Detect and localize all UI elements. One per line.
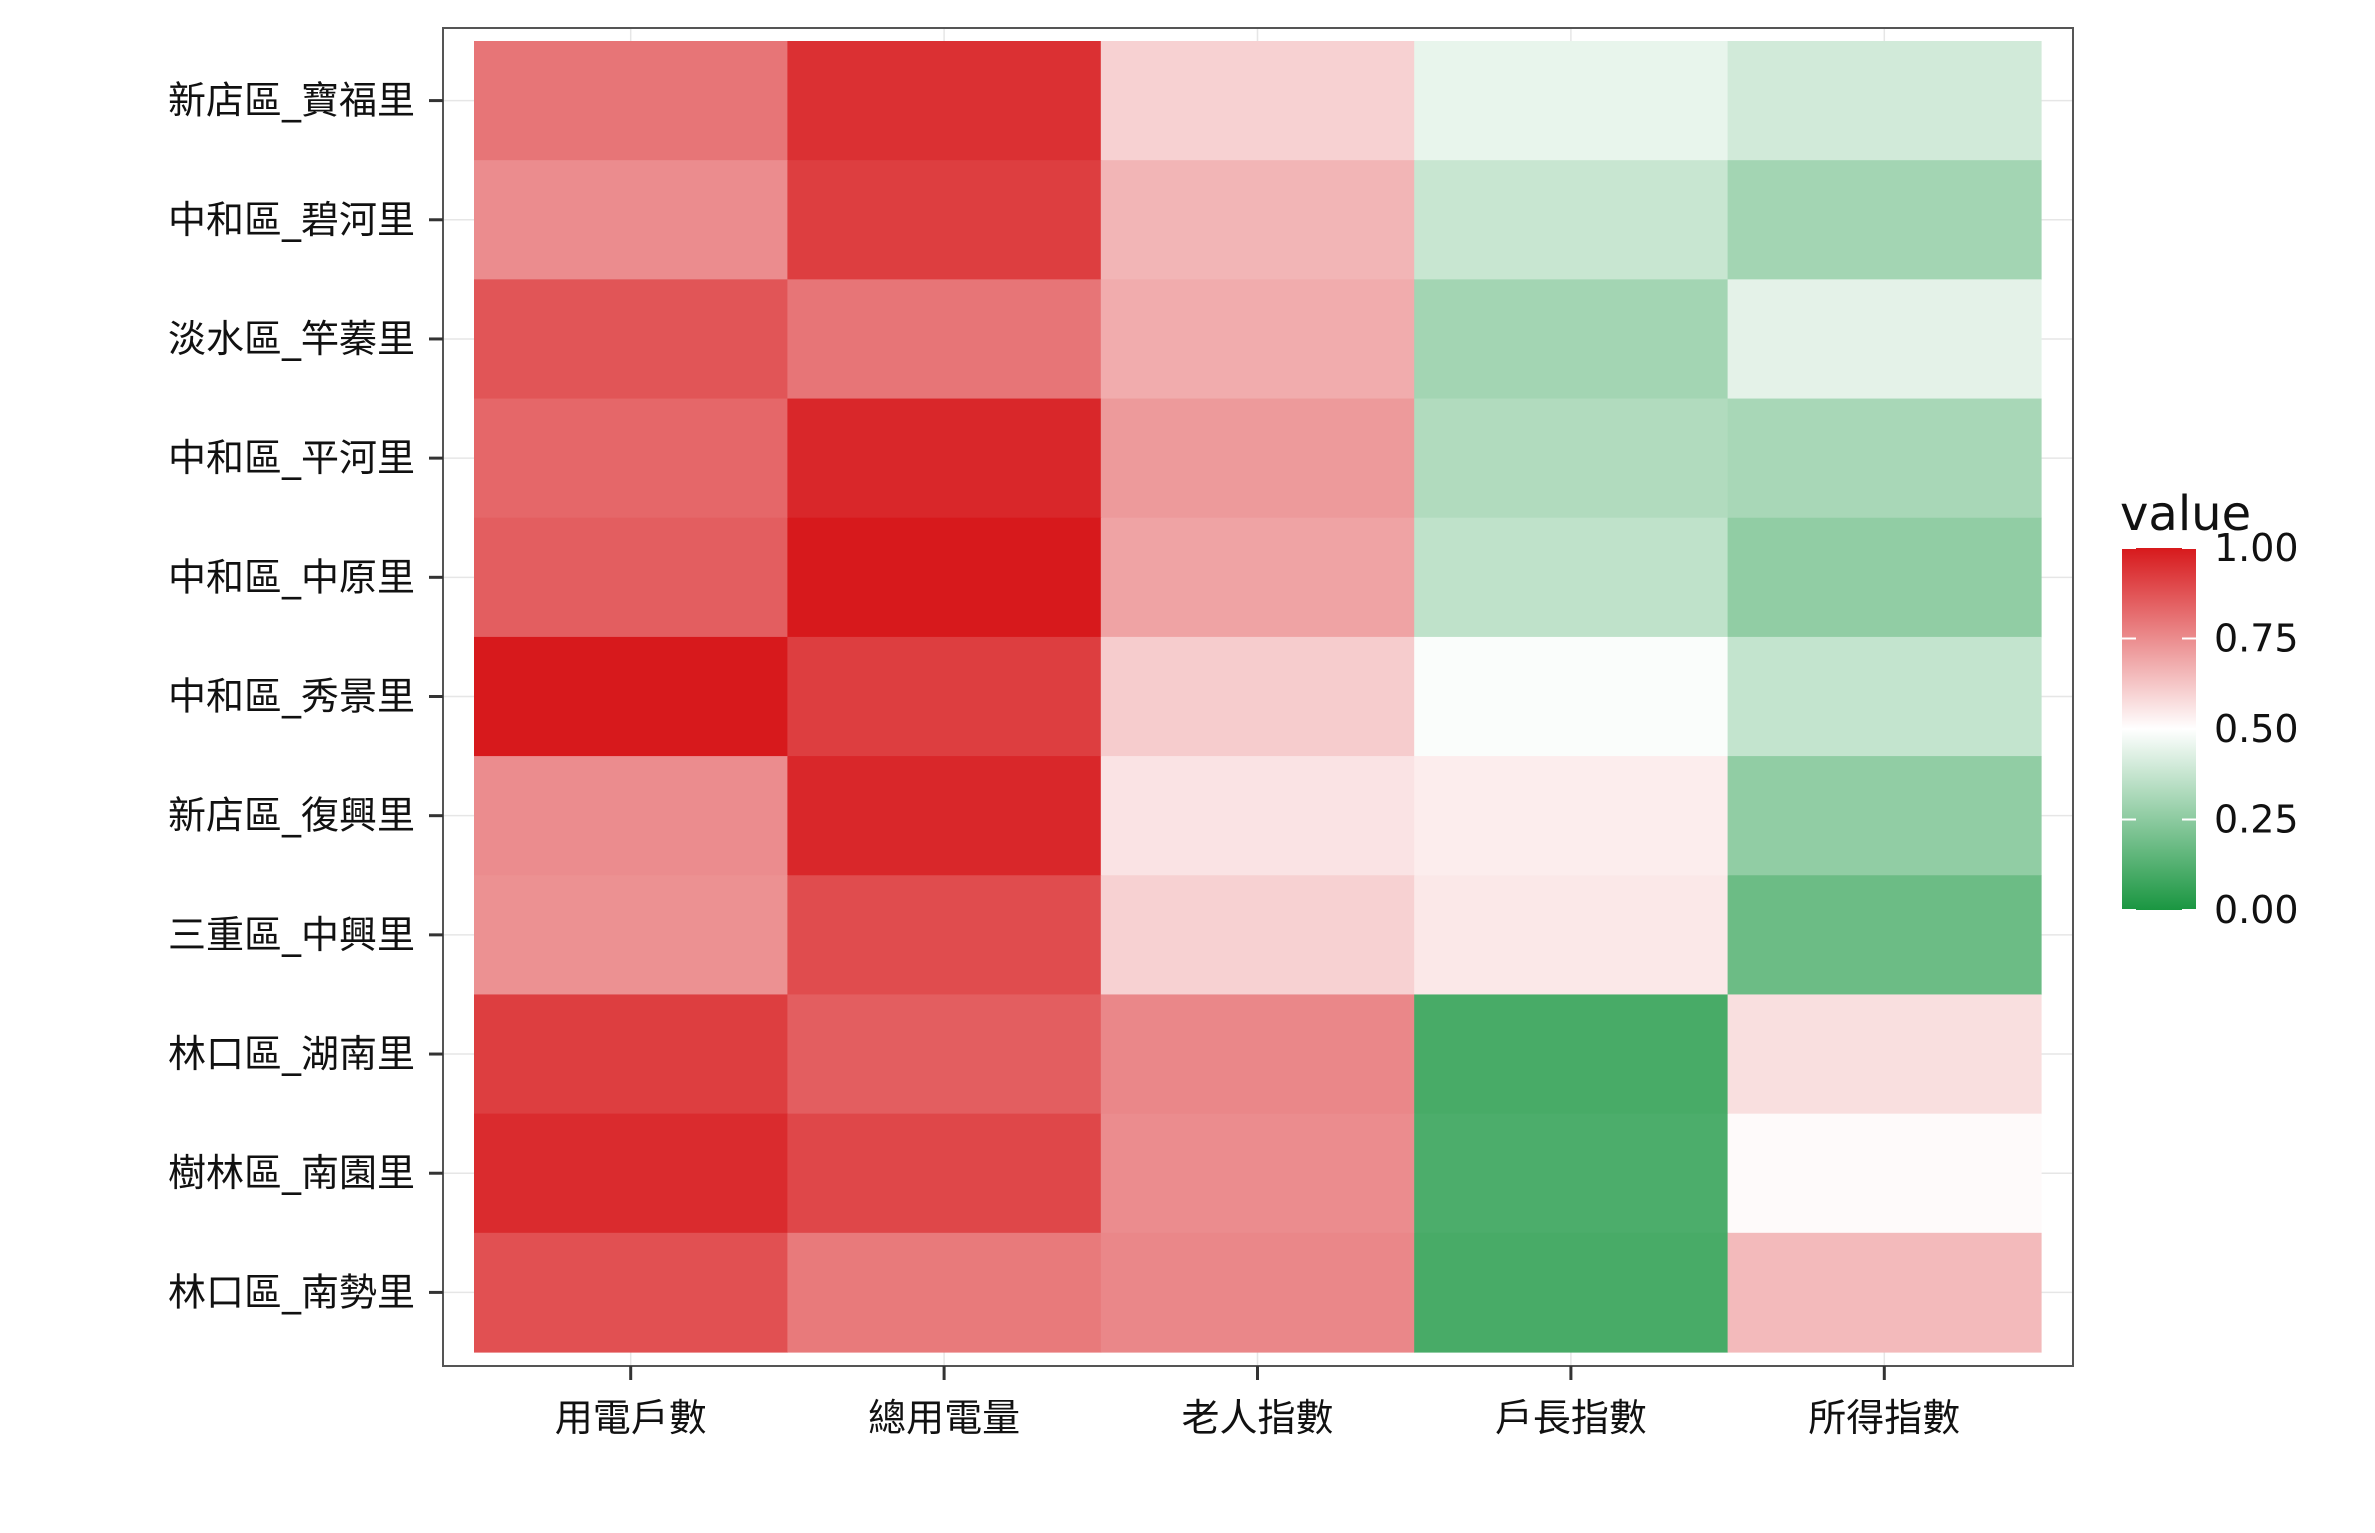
heatmap-cell xyxy=(787,517,1102,638)
heatmap-cell xyxy=(474,994,788,1115)
y-tick-label: 中和區_平河里 xyxy=(168,436,415,480)
heatmap-cell xyxy=(474,517,788,638)
legend-break-label: 0.00 xyxy=(2214,888,2299,932)
heatmap-cell xyxy=(474,756,788,876)
y-tick-label: 中和區_碧河里 xyxy=(168,198,415,242)
heatmap-cell xyxy=(1727,279,2042,400)
heatmap-cell xyxy=(787,756,1102,876)
x-axis: 用電戶數 總用電量 老人指數 戶長指數 所得指數 xyxy=(555,1366,1960,1440)
heatmap-cell xyxy=(474,41,788,161)
x-tick-label: 戶長指數 xyxy=(1495,1396,1647,1440)
y-axis: 新店區_寶福里中和區_碧河里淡水區_竿蓁里中和區_平河里中和區_中原里中和區_秀… xyxy=(168,79,443,1314)
legend-break-label: 0.50 xyxy=(2214,707,2299,751)
heatmap-cell xyxy=(787,160,1102,280)
heatmap-cell xyxy=(1100,41,1415,161)
heatmap-cell xyxy=(1727,398,2042,519)
heatmap-cell xyxy=(1727,1232,2042,1353)
heatmap-cell xyxy=(1100,1113,1415,1234)
heatmap-cell xyxy=(1100,994,1415,1115)
heatmap-cell xyxy=(1100,279,1415,400)
heatmap-cell xyxy=(1727,1113,2042,1234)
y-tick-label: 林口區_湖南里 xyxy=(168,1032,415,1076)
heatmap-cell xyxy=(1100,1232,1415,1353)
heatmap-cells xyxy=(474,41,2042,1353)
legend-break-label: 1.00 xyxy=(2214,526,2299,570)
x-tick-label: 所得指數 xyxy=(1808,1396,1960,1440)
heatmap-cell xyxy=(787,875,1102,996)
y-tick-label: 林口區_南勢里 xyxy=(168,1270,415,1314)
heatmap-cell xyxy=(1414,1232,1729,1353)
legend-title: value xyxy=(2120,486,2251,542)
heatmap-cell xyxy=(1727,41,2042,161)
heatmap-cell xyxy=(787,41,1102,161)
heatmap-cell xyxy=(787,1113,1102,1234)
heatmap-cell xyxy=(787,279,1102,400)
heatmap-cell xyxy=(1100,160,1415,280)
heatmap-cell xyxy=(1100,636,1415,757)
heatmap-cell xyxy=(474,875,788,996)
y-tick-label: 中和區_中原里 xyxy=(168,555,415,599)
heatmap-cell xyxy=(1100,517,1415,638)
heatmap-cell xyxy=(1414,279,1729,400)
y-tick-label: 三重區_中興里 xyxy=(168,913,415,957)
y-tick-label: 樹林區_南園里 xyxy=(168,1151,415,1195)
x-tick-label: 用電戶數 xyxy=(555,1396,707,1440)
heatmap-cell xyxy=(474,1113,788,1234)
heatmap-cell xyxy=(1414,160,1729,280)
heatmap-cell xyxy=(787,994,1102,1115)
heatmap-cell xyxy=(474,636,788,757)
heatmap-cell xyxy=(1727,636,2042,757)
legend-break-label: 0.25 xyxy=(2214,798,2299,842)
heatmap-cell xyxy=(474,160,788,280)
heatmap-cell xyxy=(1727,160,2042,280)
heatmap-cell xyxy=(474,1232,788,1353)
heatmap-cell xyxy=(1414,994,1729,1115)
heatmap-cell xyxy=(1414,1113,1729,1234)
x-tick-label: 老人指數 xyxy=(1181,1396,1333,1440)
y-tick-label: 淡水區_竿蓁里 xyxy=(168,317,415,361)
heatmap-cell xyxy=(1727,756,2042,876)
x-tick-label: 總用電量 xyxy=(868,1396,1020,1440)
heatmap-cell xyxy=(1414,398,1729,519)
heatmap-cell xyxy=(474,398,788,519)
legend: value 0.00 0.25 0.50 0.75 1.00 xyxy=(2120,486,2299,932)
heatmap-cell xyxy=(787,636,1102,757)
heatmap-cell xyxy=(787,1232,1102,1353)
legend-ticks: 0.00 0.25 0.50 0.75 1.00 xyxy=(2122,526,2299,932)
heatmap-cell xyxy=(1727,517,2042,638)
heatmap-cell xyxy=(474,279,788,400)
y-tick-label: 中和區_秀景里 xyxy=(168,675,415,719)
heatmap-cell xyxy=(1414,517,1729,638)
heatmap-cell xyxy=(1727,994,2042,1115)
heatmap-cell xyxy=(1414,875,1729,996)
heatmap-cell xyxy=(1727,875,2042,996)
heatmap-cell xyxy=(1414,636,1729,757)
heatmap-cell xyxy=(1100,756,1415,876)
heatmap-cell xyxy=(1100,875,1415,996)
heatmap-cell xyxy=(1414,41,1729,161)
y-tick-label: 新店區_寶福里 xyxy=(168,79,415,123)
heatmap-cell xyxy=(1100,398,1415,519)
heatmap-cell xyxy=(1414,756,1729,876)
heatmap-cell xyxy=(787,398,1102,519)
legend-break-label: 0.75 xyxy=(2214,617,2299,661)
y-tick-label: 新店區_復興里 xyxy=(168,794,415,838)
